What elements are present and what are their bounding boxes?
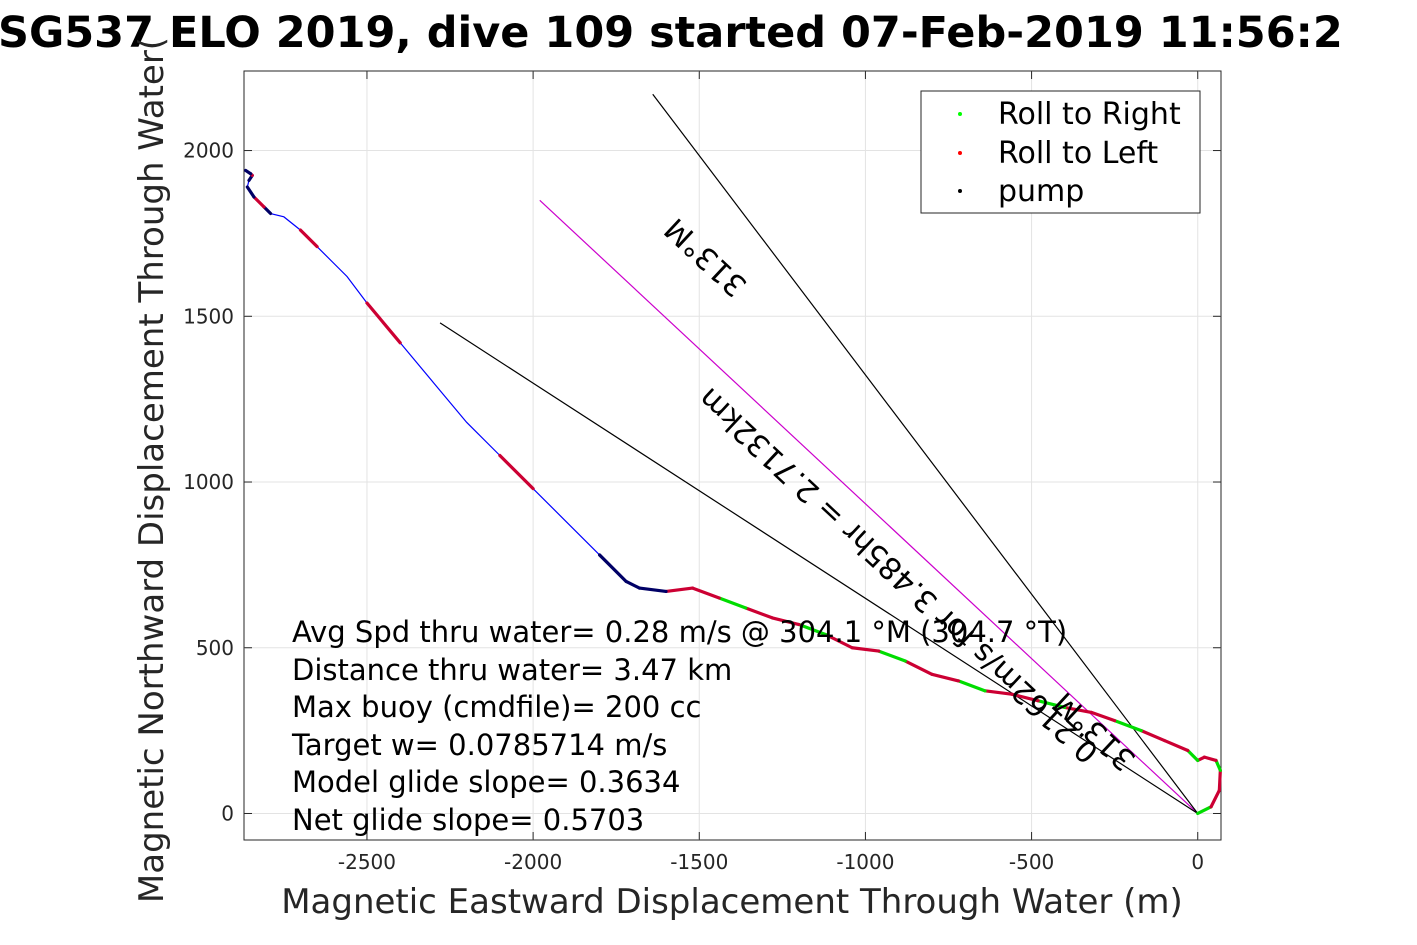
track-segment bbox=[903, 659, 934, 676]
track-segment bbox=[244, 168, 253, 176]
track-segment bbox=[637, 586, 668, 594]
legend-box bbox=[920, 90, 1201, 214]
x-tick-label: -1500 bbox=[670, 850, 728, 874]
track-segment bbox=[245, 185, 256, 199]
track-segment bbox=[691, 586, 721, 600]
track-segment bbox=[717, 596, 748, 610]
x-tick-label: 0 bbox=[1191, 850, 1204, 874]
legend-marker-pump bbox=[958, 189, 962, 193]
stat-max-buoy: Max buoy (cmdfile)= 200 cc bbox=[292, 690, 701, 724]
track-segment bbox=[797, 622, 828, 637]
track-segment bbox=[930, 672, 961, 683]
track-segment bbox=[1214, 758, 1222, 772]
track-segment bbox=[823, 632, 854, 650]
track-segment bbox=[770, 616, 801, 627]
y-tick-label: 0 bbox=[221, 801, 234, 825]
track-segment bbox=[498, 453, 535, 491]
y-tick-label: 2000 bbox=[183, 139, 234, 163]
track-segment bbox=[983, 689, 1014, 696]
x-tick-label: -500 bbox=[1009, 850, 1054, 874]
track-segment bbox=[877, 649, 907, 663]
y-tick-label: 1500 bbox=[183, 304, 234, 328]
track-segment bbox=[252, 195, 266, 209]
track-segment bbox=[1063, 705, 1093, 714]
y-tick-label: 500 bbox=[196, 636, 234, 660]
track-segment bbox=[1113, 719, 1143, 733]
track-segment bbox=[1139, 729, 1167, 743]
legend: Roll to Right Roll to Left pump bbox=[920, 90, 1201, 214]
track-segment bbox=[1209, 788, 1221, 809]
reference-line bbox=[439, 322, 1199, 814]
legend-marker-roll-left bbox=[958, 151, 962, 155]
x-tick-label: -2000 bbox=[504, 850, 562, 874]
track-segment bbox=[1036, 699, 1067, 710]
y-axis-label: Magnetic Northward Displacement Through … bbox=[132, 37, 172, 903]
track-segment bbox=[298, 228, 319, 249]
track-segment bbox=[1202, 755, 1218, 763]
axis-ticks: -2500 -2000 -1500 -1000 -500 0 0 500 1000 1500 200… bbox=[183, 71, 1221, 874]
track-segment bbox=[597, 553, 628, 584]
chart-title: SG537 ELO 2019, dive 109 started 07-Feb-… bbox=[0, 8, 1343, 58]
stat-model-glide: Model glide slope= 0.3634 bbox=[292, 765, 680, 799]
stat-distance: Distance thru water= 3.47 km bbox=[292, 653, 732, 687]
track-segment bbox=[624, 579, 642, 590]
track-segment bbox=[1186, 748, 1200, 763]
track-segment bbox=[1010, 692, 1040, 703]
legend-label-pump: pump bbox=[998, 174, 1084, 209]
track-segment bbox=[956, 679, 987, 693]
track-segment bbox=[1089, 710, 1117, 723]
stat-avg-speed: Avg Spd thru water= 0.28 m/s @ 304.1 °M … bbox=[292, 615, 1067, 649]
legend-label-roll-left: Roll to Left bbox=[998, 136, 1158, 171]
x-tick-label: -2500 bbox=[338, 850, 396, 874]
track-segment bbox=[664, 586, 695, 594]
track-segment bbox=[850, 646, 881, 653]
stat-net-glide: Net glide slope= 0.5703 bbox=[292, 803, 644, 837]
x-tick-label: -1000 bbox=[836, 850, 894, 874]
track-segment bbox=[1217, 768, 1222, 792]
stats-box: Avg Spd thru water= 0.28 m/s @ 304.1 °M … bbox=[291, 615, 1067, 837]
legend-marker-roll-right bbox=[958, 112, 962, 116]
track-segment bbox=[1162, 738, 1190, 753]
reference-line bbox=[652, 93, 1199, 814]
legend-label-roll-right: Roll to Right bbox=[998, 97, 1181, 132]
track-segment bbox=[365, 301, 402, 345]
track-segment bbox=[1196, 805, 1213, 816]
track-segment bbox=[744, 606, 774, 620]
stat-target-w: Target w= 0.0785714 m/s bbox=[291, 728, 667, 762]
track bbox=[244, 168, 1222, 816]
x-axis-label: Magnetic Eastward Displacement Through W… bbox=[281, 882, 1183, 922]
y-tick-label: 1000 bbox=[183, 470, 234, 494]
